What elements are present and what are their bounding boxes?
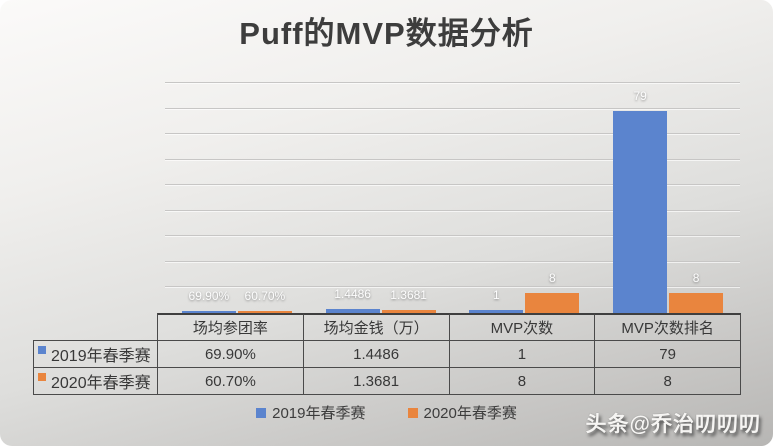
bar xyxy=(325,309,380,313)
data-table: 场均参团率 场均金钱（万） MVP次数 MVP次数排名 2019年春季赛 69.90% 1.… xyxy=(33,313,741,395)
table-cell: 60.70% xyxy=(158,368,304,395)
legend-item: 2020年春季赛 xyxy=(407,402,517,423)
bar-label: 69.90% xyxy=(188,289,230,304)
chart-title: Puff的MVP数据分析 xyxy=(239,16,534,51)
bar-label: 60.70% xyxy=(244,289,286,304)
legend-swatch-icon xyxy=(407,407,418,418)
bar-label: 1.4486 xyxy=(334,287,371,302)
gridline xyxy=(165,133,740,135)
legend-label: 2020年春季赛 xyxy=(423,405,517,422)
gridline xyxy=(165,209,740,211)
legend-label: 2019年春季赛 xyxy=(272,405,366,422)
bar xyxy=(181,311,236,313)
table-row-label: 2019年春季赛 xyxy=(33,341,158,368)
table-header-cell: 场均参团率 xyxy=(158,313,304,341)
bar-label: 1.3681 xyxy=(390,287,427,302)
gridline xyxy=(165,235,740,237)
plot-area: 69.90% 60.70% 1.4486 1.3681 1 8 79 8 xyxy=(165,75,740,313)
bar-label: 8 xyxy=(549,270,556,285)
table-cell: 1.3681 xyxy=(303,368,450,395)
table-header-cell: 场均金钱（万） xyxy=(303,313,450,341)
bar xyxy=(381,309,436,313)
table-cell: 79 xyxy=(595,341,741,368)
table-cell: 8 xyxy=(449,368,596,395)
gridline xyxy=(165,184,740,186)
bar-label: 1 xyxy=(493,288,500,303)
gridline xyxy=(165,286,740,288)
table-cell: 1 xyxy=(449,341,596,368)
table-cell: 8 xyxy=(595,368,741,395)
table-row-label: 2020年春季赛 xyxy=(33,368,158,395)
bar-label: 79 xyxy=(633,89,647,104)
bar xyxy=(525,292,580,313)
bar-label: 8 xyxy=(692,270,700,285)
watermark: 头条@乔治叨叨叨 xyxy=(585,413,761,436)
gridline xyxy=(165,107,740,109)
bar xyxy=(669,292,724,313)
gridline xyxy=(165,158,740,160)
legend-key-icon xyxy=(38,346,46,354)
table-cell: 69.90% xyxy=(158,341,304,368)
legend-key-icon xyxy=(38,373,46,381)
gridline xyxy=(165,260,740,262)
legend-item: 2019年春季赛 xyxy=(256,402,366,423)
table-corner-cell xyxy=(33,313,158,341)
legend-swatch-icon xyxy=(256,407,267,418)
chart-legend: 2019年春季赛 2020年春季赛 xyxy=(0,402,773,423)
bar xyxy=(237,311,292,313)
gridline xyxy=(165,82,740,83)
table-cell: 1.4486 xyxy=(303,341,450,368)
bar xyxy=(469,310,524,313)
bar xyxy=(613,111,668,313)
table-header-cell: MVP次数 xyxy=(449,313,596,341)
table-header-cell: MVP次数排名 xyxy=(595,313,741,341)
